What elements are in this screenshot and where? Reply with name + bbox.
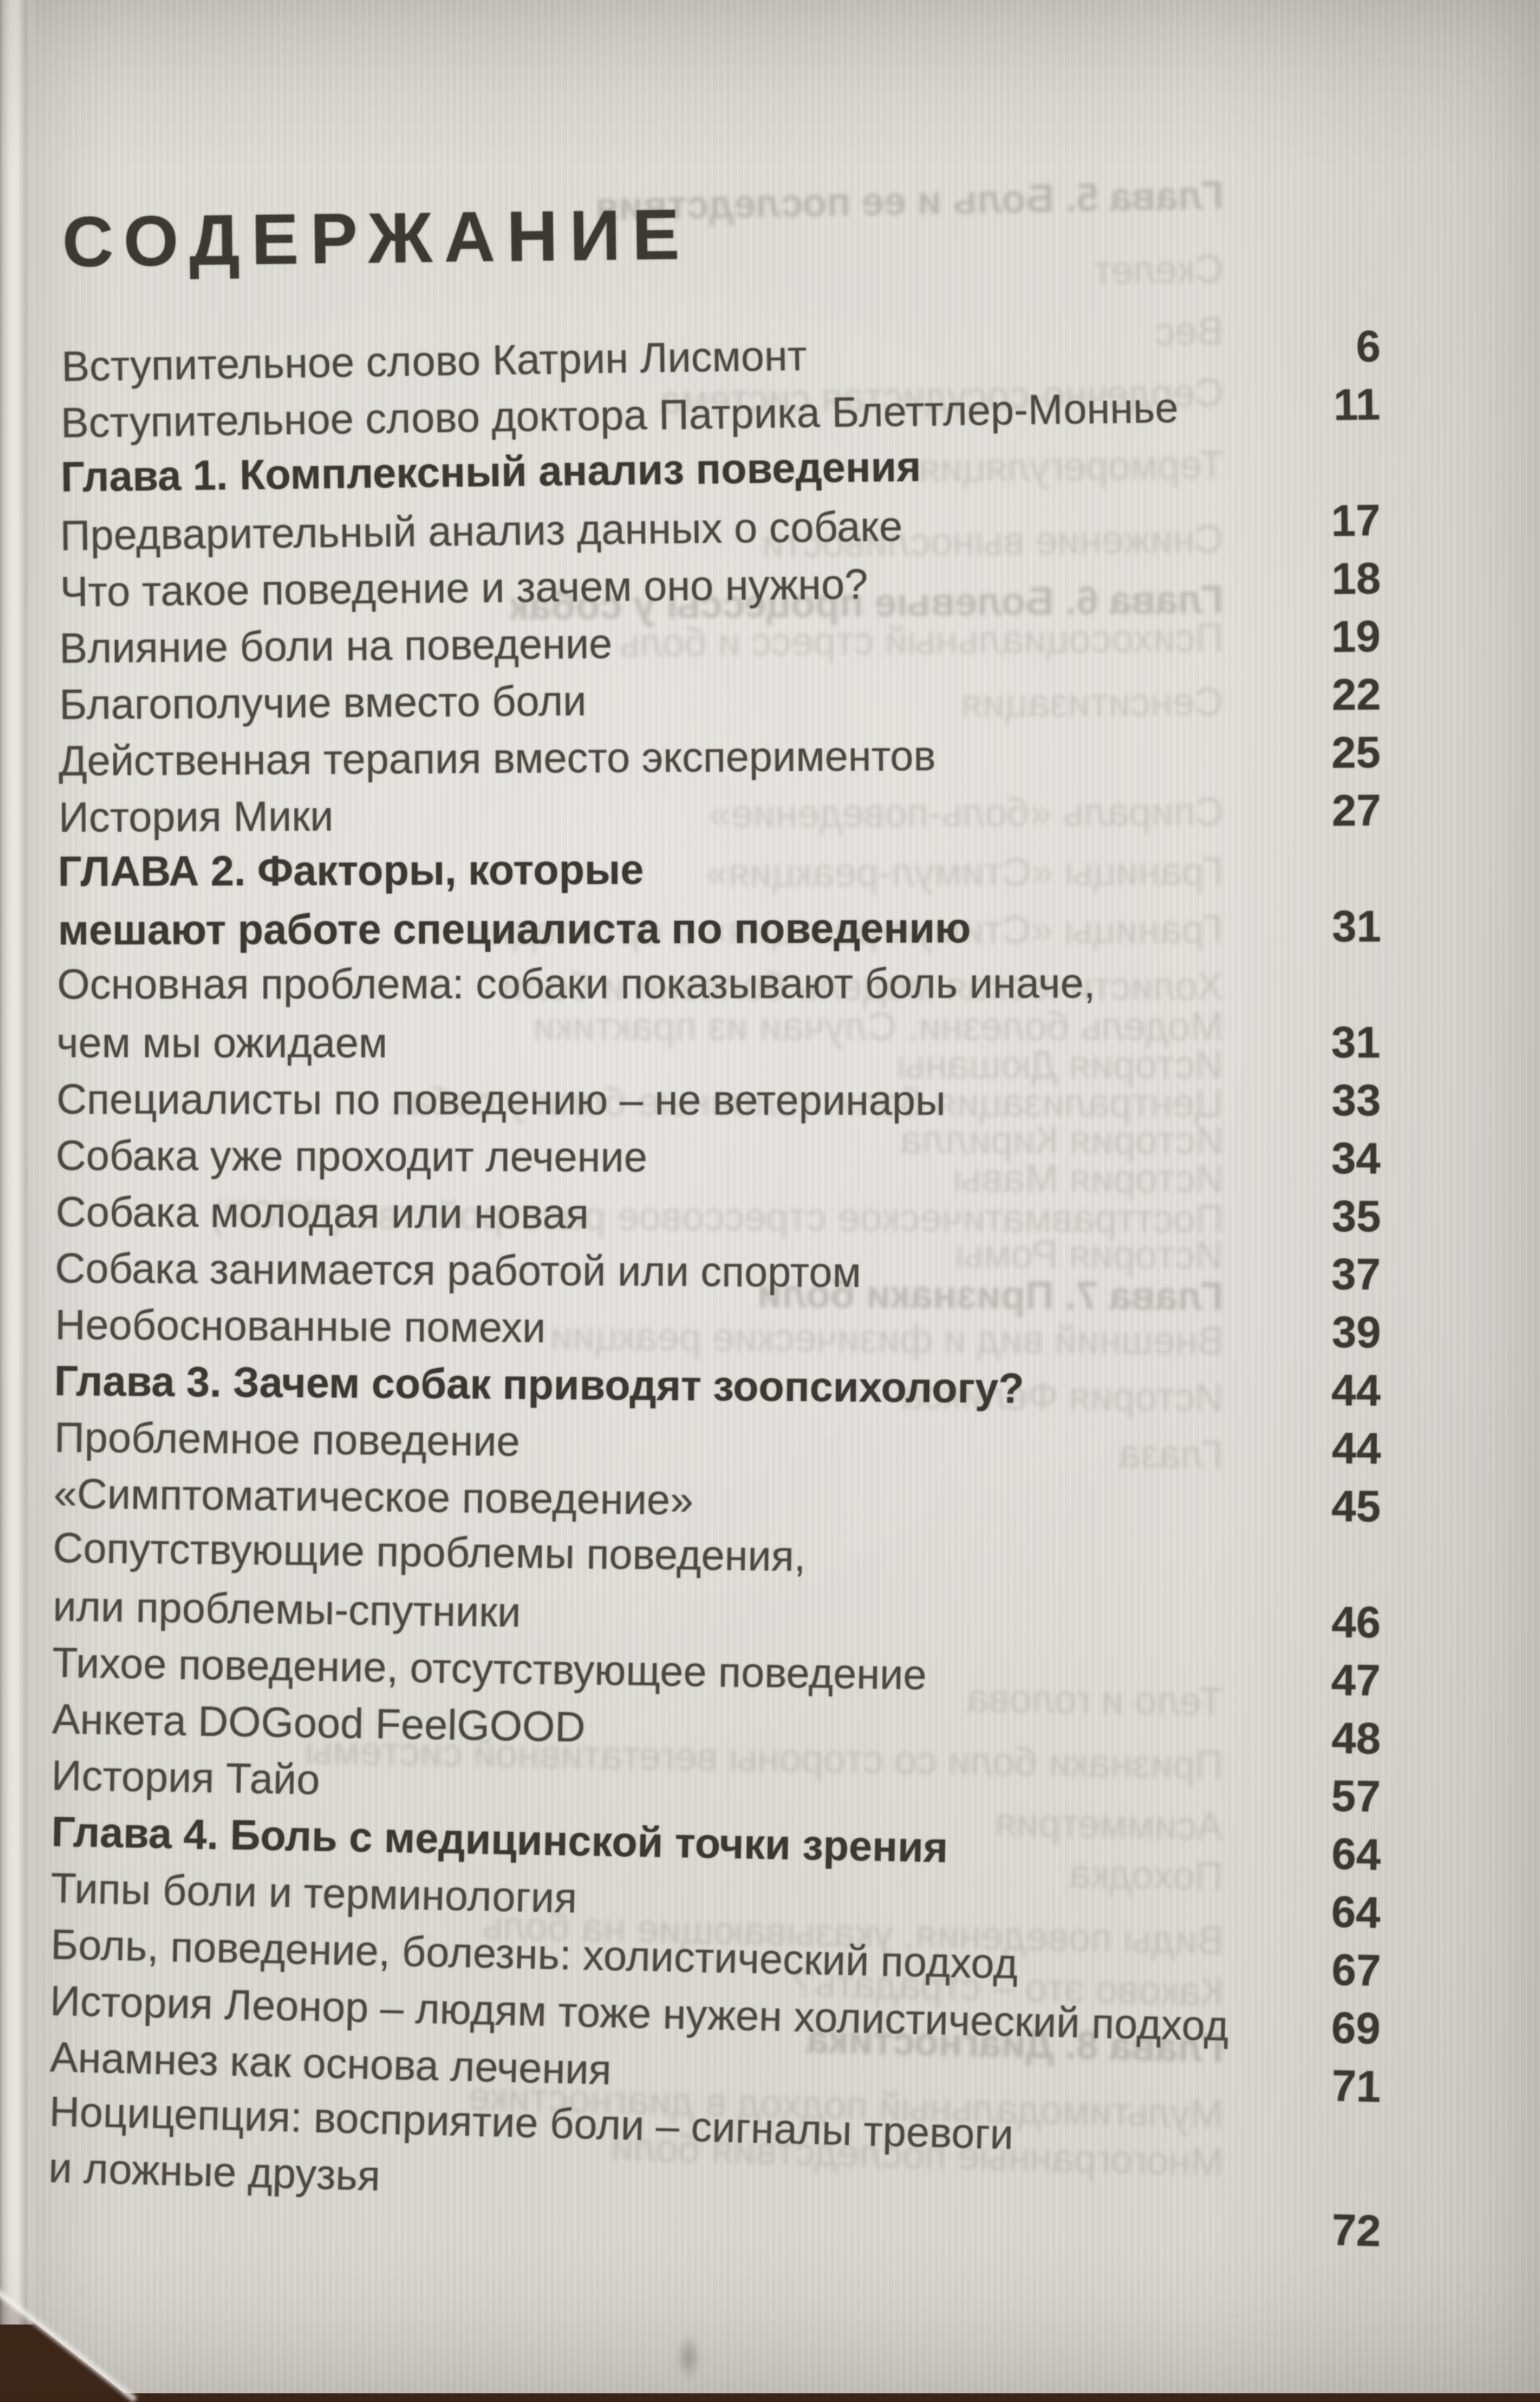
toc-entry-text: Влияние боли на поведение (59, 620, 613, 673)
toc-page-number: 72 (1331, 2205, 1381, 2256)
toc-entry-text: Вступительное слово Катрин Лисмонт (61, 332, 807, 391)
toc-page-number: 44 (1331, 1365, 1381, 1416)
toc-entry-text: История Мики (58, 792, 334, 841)
toc-page-number: 37 (1331, 1249, 1381, 1299)
toc-row: История Мики 27 (58, 785, 1381, 848)
toc-row: Специалисты по поведению – не ветеринары… (56, 1073, 1381, 1132)
toc-row: ГЛАВА 2. Факторы, которые (58, 843, 1381, 904)
toc-entry-text: Основная проблема: собаки показывают бол… (56, 959, 1095, 1009)
toc-entry-text: Тихое поведение, отсутствующее поведение (51, 1639, 927, 1699)
toc-row: чем мы ожидаем 31 (56, 1017, 1381, 1073)
toc-entry-text: или проблемы-спутники (52, 1583, 521, 1637)
toc-page-number: 34 (1331, 1133, 1381, 1183)
toc-page-number: 35 (1331, 1191, 1381, 1241)
toc-row: Действенная терапия вместо экспериментов… (59, 727, 1381, 791)
toc-entry-text: История Тайо (51, 1752, 321, 1804)
toc-entry-text: Собака уже проходит лечение (56, 1132, 648, 1181)
toc-entry-text: Глава 3. Зачем собак приводят зоопсихоло… (54, 1357, 1024, 1413)
toc-entry-text: Необоснованные помехи (54, 1301, 546, 1352)
toc-entry-text: Анкета DOGood FeelGOOD (51, 1695, 586, 1752)
toc-entry-text: Сопутствующие проблемы поведения, (53, 1524, 807, 1581)
toc-list: Вступительное слово Катрин Лисмонт 6 Вст… (49, 322, 1381, 2259)
toc-entry-text: Что такое поведение и зачем оно нужно? (59, 560, 868, 616)
toc-row: Благополучие вместо боли 22 (59, 669, 1381, 735)
toc-entry-text: чем мы ожидаем (56, 1019, 388, 1067)
page-left-edge (0, 0, 38, 2325)
toc-entry-text: Благополучие вместо боли (59, 677, 586, 729)
footer-page-number-smudge (672, 2326, 705, 2388)
toc-page-number: 6 (1355, 322, 1381, 371)
toc-row: Собака уже проходит лечение 34 (56, 1130, 1381, 1190)
toc-row: Собака занимается работой или спортом 37 (55, 1242, 1381, 1306)
toc-page-number: 25 (1331, 727, 1381, 778)
toc-page-number: 31 (1331, 1017, 1381, 1067)
toc-page-number: 64 (1331, 1828, 1381, 1880)
toc-page-number: 67 (1331, 1945, 1381, 1996)
toc-page-number: 18 (1331, 553, 1381, 604)
toc-row: Основная проблема: собаки показывают бол… (57, 959, 1381, 1017)
toc-page-number: 44 (1331, 1423, 1381, 1474)
toc-row: Необоснованные помехи 39 (54, 1298, 1381, 1364)
toc-page-number: 39 (1331, 1307, 1381, 1357)
toc-entry-text: «Симптоматическое поведение» (53, 1470, 694, 1524)
toc-entry-text: Проблемное поведение (54, 1414, 520, 1466)
toc-page-number: 69 (1331, 2003, 1381, 2054)
toc-row: Глава 3. Зачем собак приводят зоопсихоло… (54, 1355, 1381, 1422)
toc-page-number: 33 (1331, 1075, 1381, 1125)
bleed-through-line: Скелет (1093, 245, 1224, 293)
toc-entry-text: Типы боли и терминология (50, 1865, 578, 1923)
toc-entry-text: Собака молодая или новая (55, 1188, 589, 1238)
toc-page-number: 11 (1333, 379, 1381, 430)
toc-entry-text: Предварительный анализ данных о собаке (59, 503, 904, 560)
toc-entry-text: Специалисты по поведению – не ветеринары (56, 1075, 946, 1125)
toc-page-number: 64 (1331, 1886, 1381, 1938)
toc-row: Влияние боли на поведение 19 (59, 611, 1381, 679)
toc-page-number: 46 (1331, 1597, 1381, 1647)
page-title: СОДЕРЖАНИЕ (62, 194, 692, 282)
toc-entry-text: Действенная терапия вместо экспериментов (58, 732, 936, 785)
toc-entry-text: ГЛАВА 2. Факторы, которые (57, 846, 644, 896)
toc-entry-text: Глава 1. Комплексный анализ поведения (60, 443, 922, 501)
toc-entry-text: Собака занимается работой или спортом (55, 1245, 862, 1297)
toc-page-number: 45 (1331, 1481, 1381, 1532)
toc-entry-text: Анамнез как основа лечения (49, 2033, 612, 2094)
toc-page-number: 48 (1331, 1713, 1381, 1763)
toc-row: мешают работе специалиста по поведению 3… (57, 901, 1381, 960)
toc-page-number: 71 (1331, 2061, 1381, 2112)
toc-row: Собака молодая или новая 35 (56, 1185, 1381, 1247)
toc-entry-text: мешают работе специалиста по поведению (57, 904, 971, 954)
toc-page-number: 31 (1331, 902, 1381, 952)
toc-page-number: 22 (1331, 669, 1381, 720)
toc-page-number: 57 (1331, 1771, 1381, 1821)
toc-page-number: 27 (1331, 785, 1381, 836)
toc-page-number: 17 (1331, 495, 1381, 546)
toc-page-number: 47 (1331, 1655, 1381, 1705)
toc-page-number: 19 (1331, 611, 1381, 662)
